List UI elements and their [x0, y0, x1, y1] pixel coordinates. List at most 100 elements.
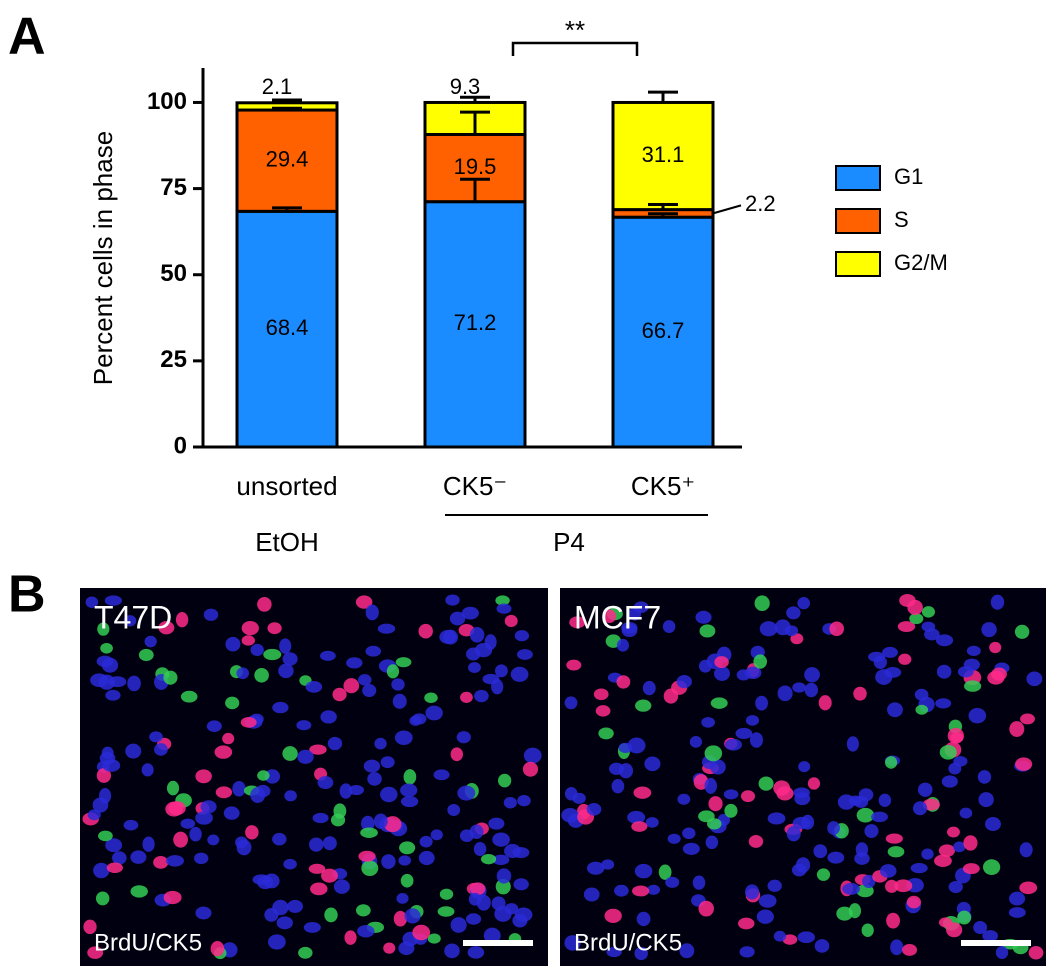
cell [572, 792, 586, 804]
cell [412, 924, 431, 941]
cell [141, 763, 154, 777]
cell [982, 930, 998, 942]
annotation: ** [565, 15, 585, 45]
cell [283, 858, 297, 870]
cell [105, 838, 123, 853]
cell [935, 634, 954, 647]
cell [736, 669, 751, 681]
y-tick-label: 0 [174, 432, 187, 459]
cell [735, 727, 753, 740]
cell [586, 802, 602, 816]
cell [449, 611, 466, 626]
cell [616, 638, 630, 652]
cell [123, 615, 137, 627]
x-tick-label: unsorted [236, 471, 337, 501]
cell [380, 756, 395, 769]
cell [902, 944, 918, 956]
cell [1009, 721, 1025, 737]
cell [339, 783, 353, 799]
cell [320, 710, 337, 724]
cell [168, 801, 186, 816]
cell [723, 789, 739, 800]
cell [475, 642, 493, 658]
cell [995, 945, 1009, 960]
cell [991, 667, 1007, 681]
significance-bracket [511, 41, 639, 56]
cell [214, 745, 233, 759]
cell [814, 939, 830, 953]
cell [180, 690, 198, 703]
cell [753, 654, 768, 669]
cell [383, 942, 396, 954]
cell [100, 643, 113, 654]
data-label: 71.2 [454, 310, 497, 335]
cell [98, 674, 116, 690]
cell [959, 807, 973, 819]
cell [792, 682, 806, 693]
cell [418, 850, 435, 866]
cell [433, 769, 450, 781]
cell [644, 756, 661, 772]
cell [909, 613, 924, 625]
cell [268, 934, 286, 950]
cell [343, 678, 360, 694]
y-tick-label: 100 [147, 88, 187, 115]
cell [272, 701, 289, 714]
cell [504, 903, 519, 915]
cell [333, 879, 350, 894]
cell [947, 826, 960, 838]
cell [503, 796, 517, 809]
cell [207, 834, 220, 846]
cell [699, 624, 716, 638]
cell [873, 655, 887, 670]
cell [517, 795, 531, 807]
cell [773, 780, 791, 796]
cell [1019, 881, 1038, 895]
data-label: 29.4 [266, 146, 309, 171]
cell [523, 747, 542, 764]
cell [154, 743, 168, 756]
cell [1028, 946, 1044, 960]
cell [450, 917, 467, 933]
cell [332, 687, 347, 702]
cell [939, 744, 957, 760]
cell [101, 746, 114, 760]
cell [798, 761, 811, 773]
cell [667, 833, 681, 844]
cell [396, 893, 409, 904]
cell [357, 674, 372, 686]
cell [173, 831, 188, 848]
cell [714, 656, 729, 669]
cell [309, 744, 327, 755]
cell [257, 596, 272, 612]
cell [383, 816, 402, 833]
image-label: MCF7 [574, 599, 661, 635]
cell [106, 862, 123, 873]
cell [346, 657, 363, 669]
cell [257, 875, 274, 890]
cell [468, 892, 482, 906]
cell [87, 809, 101, 821]
cell [679, 943, 695, 959]
cell [504, 843, 521, 859]
cell [756, 909, 774, 924]
cell [784, 625, 799, 637]
cell [862, 874, 876, 889]
cell [564, 935, 581, 951]
cell [149, 731, 163, 743]
cell [797, 597, 811, 610]
cell [236, 667, 249, 680]
cell [200, 800, 217, 814]
legend-swatch [835, 165, 881, 191]
cell [724, 803, 738, 818]
cell [491, 896, 506, 911]
cell [887, 702, 903, 718]
cell [704, 777, 718, 794]
cell [627, 810, 646, 824]
cell [738, 917, 755, 930]
cell [977, 770, 992, 784]
cell [195, 769, 212, 784]
scale-bar [961, 940, 1031, 946]
cell [373, 813, 388, 829]
cell [807, 777, 821, 790]
